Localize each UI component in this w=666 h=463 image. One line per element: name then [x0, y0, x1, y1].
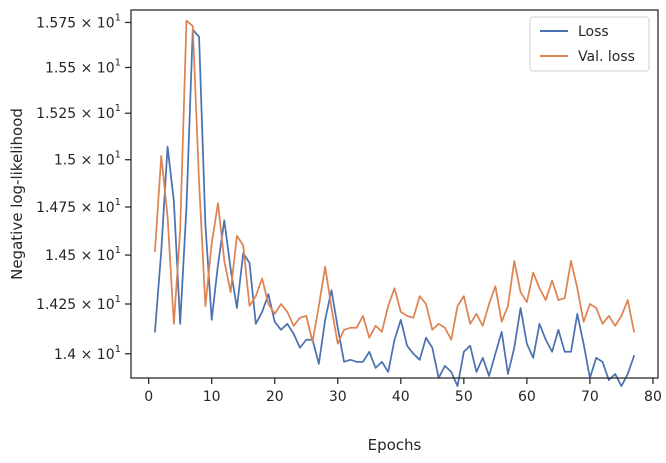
x-tick-label: 10	[203, 389, 221, 405]
legend-label: Val. loss	[578, 49, 635, 65]
x-tick-label: 70	[581, 389, 599, 405]
x-tick-label: 0	[144, 389, 153, 405]
y-axis-ticks: 1.4 × 101 1.425 × 101 1.45 × 101 1.475 × 10…	[36, 12, 131, 363]
x-tick-label: 40	[392, 389, 410, 405]
x-axis-ticks: 0 10 20 30 40 50 60 70 80	[144, 378, 662, 405]
legend: Loss Val. loss	[529, 16, 650, 72]
x-axis-label: Epochs	[368, 436, 422, 454]
y-tick-label: 1.45 × 101	[45, 245, 121, 264]
y-tick-label: 1.425 × 101	[36, 294, 121, 313]
x-tick-label: 80	[644, 389, 662, 405]
series-line-val-loss	[154, 19, 635, 345]
y-axis-label: Negative log-likelihood	[8, 108, 26, 280]
y-tick-label: 1.55 × 101	[45, 57, 121, 76]
x-tick-label: 30	[329, 389, 347, 405]
y-tick-label: 1.575 × 101	[36, 12, 121, 31]
y-tick-label: 1.475 × 101	[36, 197, 121, 216]
series-lines	[154, 19, 635, 387]
x-tick-label: 60	[518, 389, 536, 405]
x-tick-label: 50	[455, 389, 473, 405]
legend-label: Loss	[578, 24, 609, 40]
y-tick-label: 1.5 × 101	[54, 150, 121, 169]
y-tick-label: 1.525 × 101	[36, 103, 121, 122]
x-tick-label: 20	[266, 389, 284, 405]
plot-frame	[130, 9, 659, 379]
series-line-loss	[154, 28, 635, 387]
y-tick-label: 1.4 × 101	[54, 344, 121, 363]
